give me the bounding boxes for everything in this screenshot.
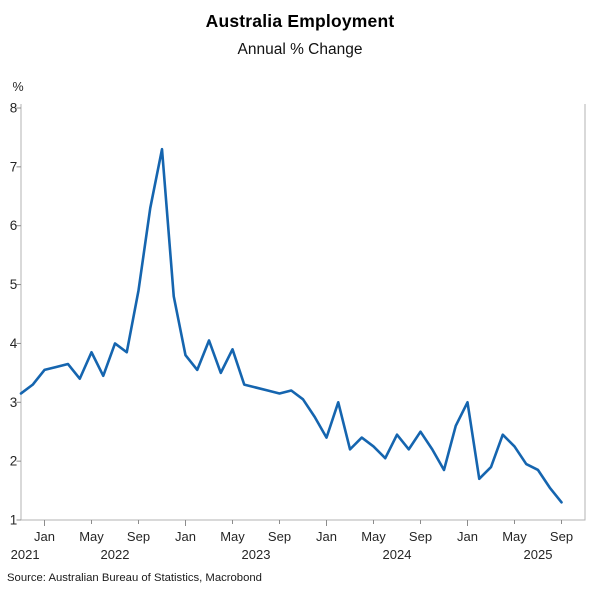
x-tick-label-month: Jan <box>457 529 478 544</box>
source-text: Source: Australian Bureau of Statistics,… <box>7 572 262 584</box>
chart-subtitle: Annual % Change <box>237 41 363 58</box>
x-tick-label-month: May <box>502 529 527 544</box>
x-tick-label-year: 2025 <box>524 547 553 562</box>
y-tick-label: 4 <box>10 336 18 351</box>
y-tick-label: 5 <box>10 277 18 292</box>
employment-line <box>19 147 563 504</box>
x-tick-label-year: 2022 <box>101 547 130 562</box>
y-tick-label: 6 <box>10 218 18 233</box>
x-tick-label-month: Sep <box>268 529 291 544</box>
x-tick-label-month: Sep <box>550 529 573 544</box>
x-tick-label-month: Sep <box>409 529 432 544</box>
x-tick-label-month: May <box>361 529 386 544</box>
x-tick-label-year: 2021 <box>11 547 40 562</box>
x-tick-label-month: Sep <box>127 529 150 544</box>
y-tick-label: 3 <box>10 395 18 410</box>
y-axis-unit-label: % <box>12 80 23 94</box>
x-tick-label-month: May <box>220 529 245 544</box>
y-tick-label: 8 <box>10 101 18 116</box>
y-tick-label: 2 <box>10 454 18 469</box>
y-tick-label: 7 <box>10 159 18 174</box>
x-tick-label-month: Jan <box>34 529 55 544</box>
x-tick-label-month: Jan <box>175 529 196 544</box>
x-tick-label-month: Jan <box>316 529 337 544</box>
x-tick-label-year: 2024 <box>383 547 412 562</box>
y-tick-label: 1 <box>10 513 18 528</box>
x-tick-label-month: May <box>79 529 104 544</box>
x-tick-label-year: 2023 <box>242 547 271 562</box>
chart-title: Australia Employment <box>205 11 395 31</box>
axis-frame <box>20 104 586 521</box>
